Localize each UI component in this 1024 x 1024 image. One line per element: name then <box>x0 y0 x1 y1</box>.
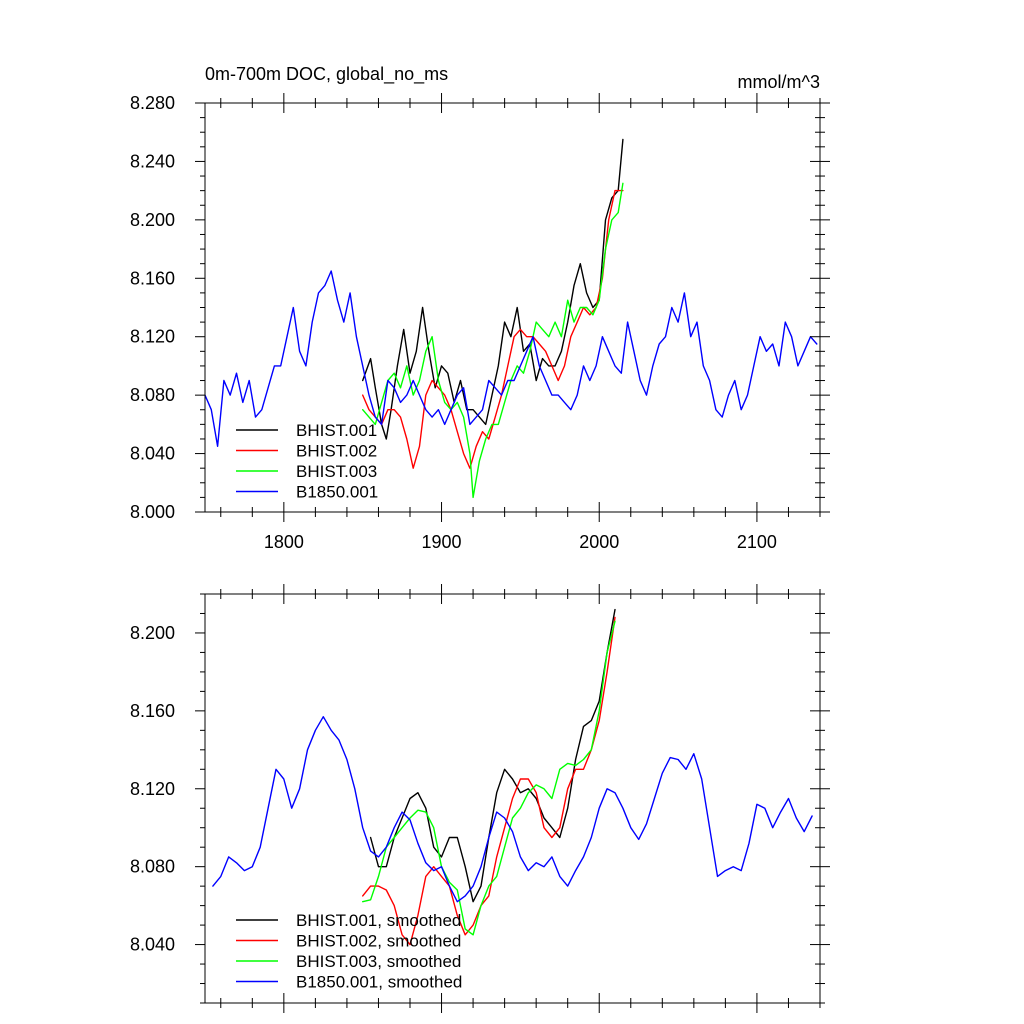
y-tick-label: 8.160 <box>130 701 175 721</box>
y-tick-label: 8.040 <box>130 935 175 955</box>
plot-frame <box>204 593 821 1004</box>
chart-title: 0m-700m DOC, global_no_ms <box>205 64 448 85</box>
x-tick-label: 2100 <box>737 532 777 552</box>
legend-label: BHIST.001, smoothed <box>296 911 461 930</box>
series-line-4 <box>212 716 813 903</box>
x-tick-label: 1900 <box>422 532 462 552</box>
y-tick-label: 8.040 <box>130 444 175 464</box>
y-tick-label: 8.200 <box>130 623 175 643</box>
series-line-1 <box>362 138 624 440</box>
y-tick-label: 8.080 <box>130 857 175 877</box>
x-tick-label: 2000 <box>579 532 619 552</box>
series-line-4 <box>205 270 818 447</box>
y-tick-label: 8.080 <box>130 385 175 405</box>
y-tick-label: 8.120 <box>130 779 175 799</box>
legend-label: B1850.001 <box>296 483 378 502</box>
legend-label: B1850.001, smoothed <box>296 973 462 992</box>
y-tick-label: 8.280 <box>130 93 175 113</box>
y-tick-label: 8.000 <box>130 502 175 522</box>
unit-label: mmol/m^3 <box>738 72 820 92</box>
series-line-1 <box>369 608 616 903</box>
chart-panel-1: 0m-700m DOC, global_no_ms mmol/m^3 1800 190… <box>130 64 830 552</box>
legend-label: BHIST.002 <box>296 442 377 461</box>
y-tick-label: 8.240 <box>130 151 175 171</box>
series-line-2 <box>362 616 616 946</box>
series-line-3 <box>362 182 624 499</box>
legend: BHIST.001, smoothed BHIST.002, smoothedBH… <box>236 911 462 992</box>
legend-label: BHIST.003 <box>296 462 377 481</box>
legend-label: BHIST.002, smoothed <box>296 932 461 951</box>
series-group <box>205 138 818 499</box>
y-tick-label: 8.160 <box>130 268 175 288</box>
legend-label: BHIST.001 <box>296 421 377 440</box>
x-tick-label: 1800 <box>264 532 304 552</box>
y-tick-label: 8.120 <box>130 327 175 347</box>
series-line-2 <box>362 189 624 469</box>
legend-label: BHIST.003, smoothed <box>296 952 461 971</box>
y-tick-label: 8.200 <box>130 210 175 230</box>
chart-panel-2: 8.040 8.080 8.120 8.160 8.200 BHIST.001, smoo… <box>130 584 830 1013</box>
series-line-3 <box>362 620 616 936</box>
series-group <box>212 608 813 946</box>
